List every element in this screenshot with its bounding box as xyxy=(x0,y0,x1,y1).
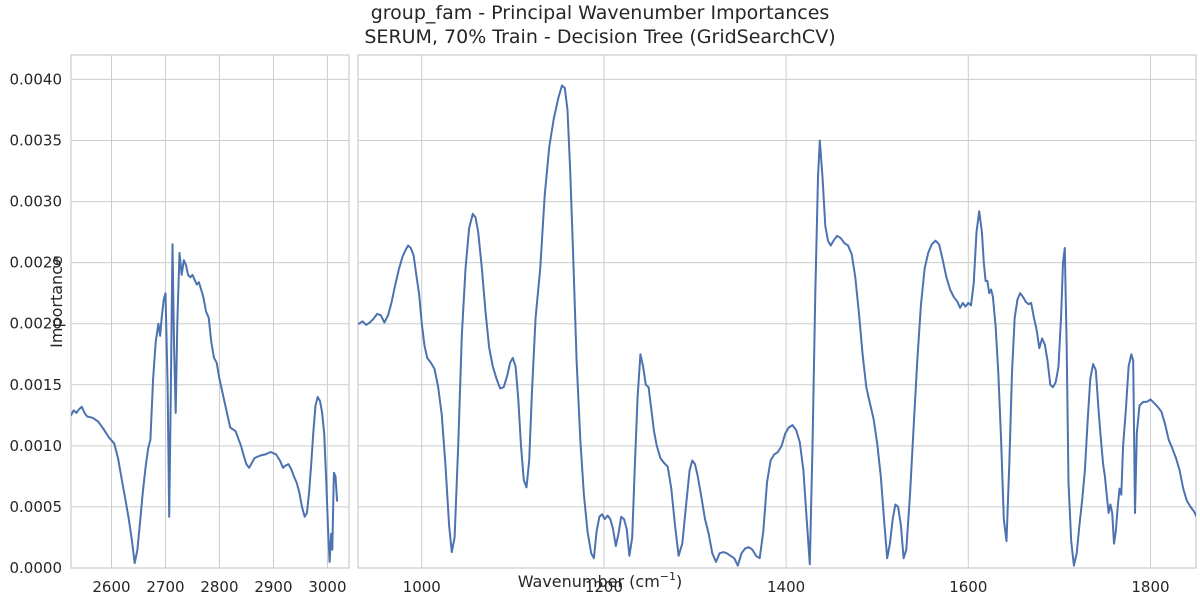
y-tick-labels: 0.0000 0.0005 0.0010 0.0015 0.0020 0.0025 0.00… xyxy=(10,70,63,577)
y-tick-label: 0.0010 xyxy=(10,437,63,455)
chart-subtitle: SERUM, 70% Train - Decision Tree (GridSe… xyxy=(364,26,835,48)
y-tick-label: 0.0025 xyxy=(10,254,63,272)
right-x-tick-label: 1600 xyxy=(949,578,987,596)
left-x-tick-label: 2900 xyxy=(254,578,292,596)
y-tick-label: 0.0040 xyxy=(10,70,63,88)
chart-title: group_fam - Principal Wavenumber Importa… xyxy=(371,2,830,24)
right-x-tick-label: 1200 xyxy=(585,578,623,596)
x-axis-label-superscript: −1 xyxy=(660,570,676,583)
right-x-tick-label: 1400 xyxy=(767,578,805,596)
y-axis-label: Importance xyxy=(47,256,66,348)
x-axis-label: Wavenumber (cm−1) xyxy=(518,570,683,591)
y-tick-label: 0.0015 xyxy=(10,376,63,394)
left-panel: 2600 2700 2800 2900 3000 xyxy=(70,54,350,596)
x-axis-label-suffix: ) xyxy=(676,572,682,591)
left-x-tick-label: 2600 xyxy=(92,578,130,596)
right-series-line xyxy=(358,84,1196,567)
left-series-line xyxy=(71,243,339,565)
left-x-tick-label: 3000 xyxy=(308,578,346,596)
right-panel: 1000 1200 1400 1600 1800 xyxy=(357,54,1197,596)
left-x-tick-label: 2700 xyxy=(146,578,184,596)
y-tick-label: 0.0000 xyxy=(10,559,63,577)
y-tick-label: 0.0035 xyxy=(10,132,63,150)
left-x-tick-label: 2800 xyxy=(200,578,238,596)
y-tick-label: 0.0020 xyxy=(10,315,63,333)
y-tick-label: 0.0030 xyxy=(10,193,63,211)
right-x-tick-label: 1000 xyxy=(403,578,441,596)
x-axis-label-main: Wavenumber (cm xyxy=(518,572,660,591)
right-x-tick-label: 1800 xyxy=(1131,578,1169,596)
y-tick-label: 0.0005 xyxy=(10,498,63,516)
left-panel-frame xyxy=(70,54,350,569)
right-panel-frame xyxy=(357,54,1197,569)
